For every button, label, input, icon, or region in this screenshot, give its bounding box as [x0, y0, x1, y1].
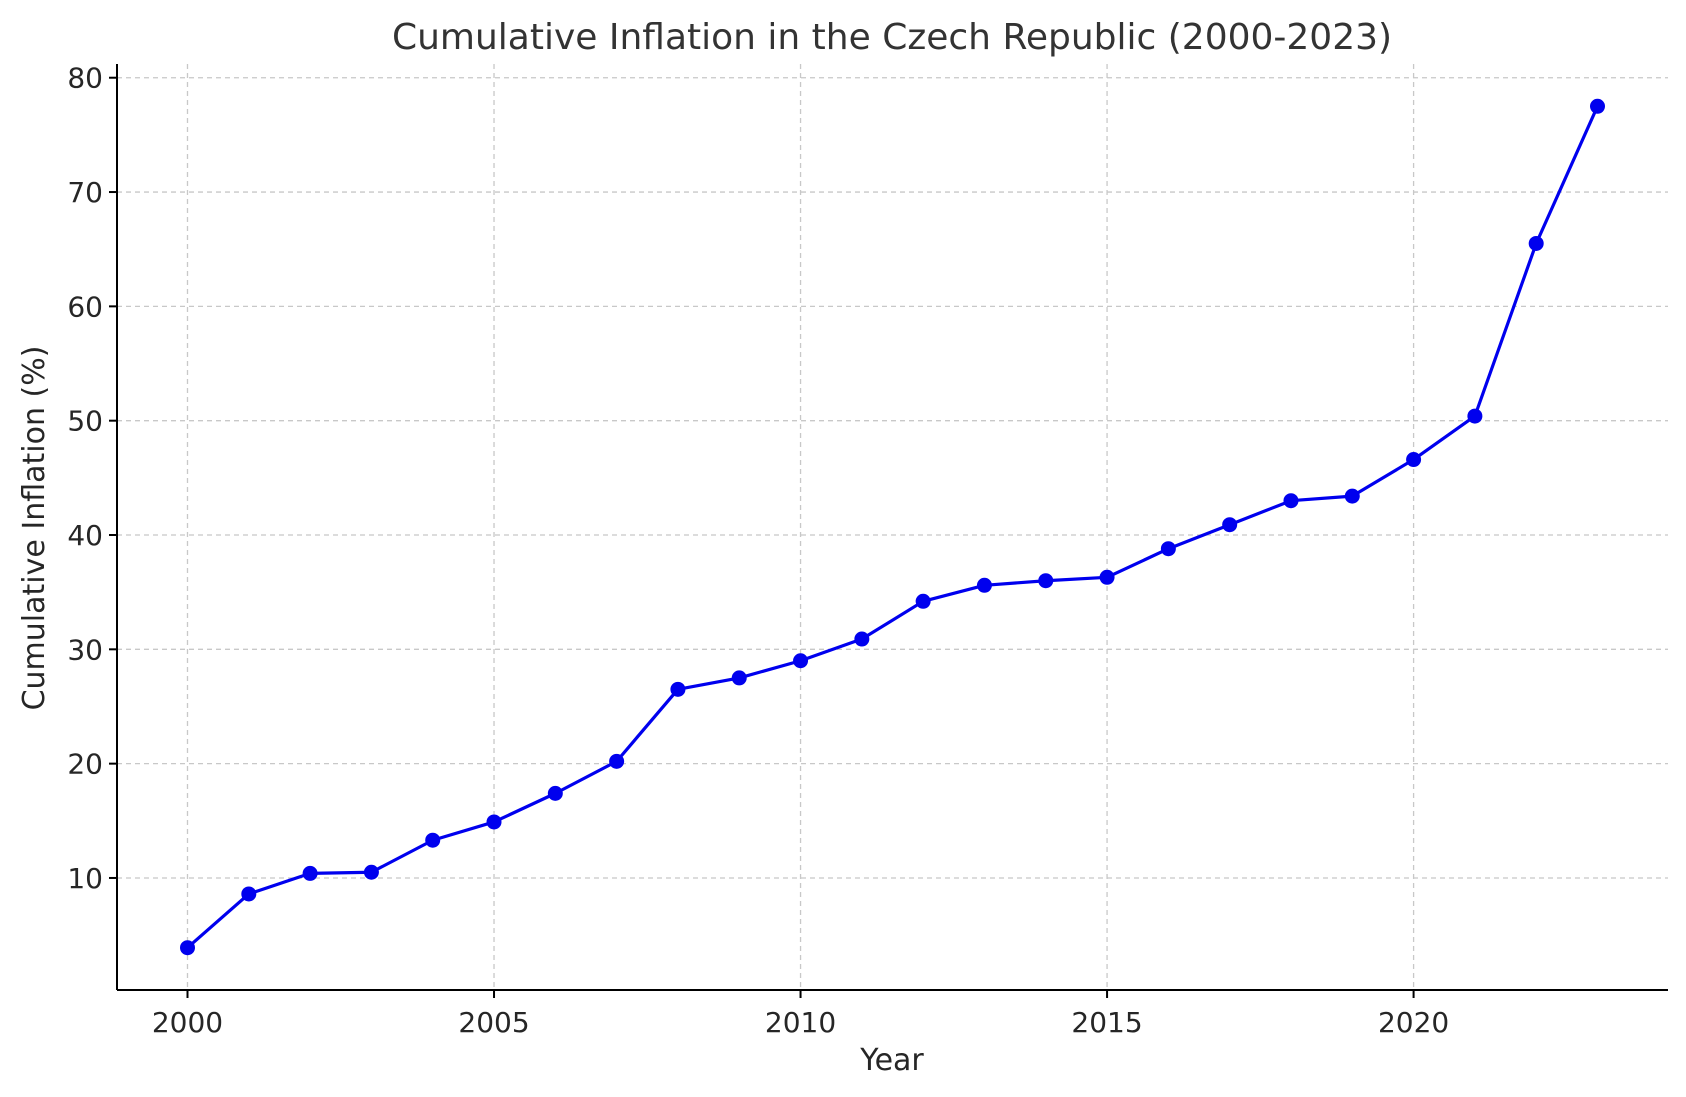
data-point: [1467, 408, 1483, 424]
data-point: [302, 865, 318, 881]
data-point: [976, 577, 992, 593]
axes: [109, 64, 1668, 998]
x-tick-label: 2020: [1378, 1006, 1449, 1039]
y-tick-label: 40: [67, 519, 103, 552]
x-tick-label: 2000: [152, 1006, 223, 1039]
series-line: [186, 105, 1599, 949]
tick-labels: 2000 2005 2010 2015 2020 10 20 30 40 50 60 70 80: [67, 62, 1449, 1039]
x-tick-label: 2015: [1071, 1006, 1142, 1039]
data-point: [1528, 235, 1544, 251]
data-point: [486, 814, 502, 830]
data-point: [731, 670, 747, 686]
data-point: [1283, 493, 1299, 509]
y-tick-label: 10: [67, 862, 103, 895]
data-point: [854, 631, 870, 647]
data-point: [241, 886, 257, 902]
x-axis-label: Year: [859, 1043, 924, 1078]
gridlines: [117, 64, 1668, 990]
y-tick-label: 50: [67, 405, 103, 438]
x-tick-label: 2005: [458, 1006, 529, 1039]
y-tick-label: 20: [67, 748, 103, 781]
data-point: [1160, 541, 1176, 557]
y-tick-label: 80: [67, 62, 103, 95]
data-point: [1406, 452, 1422, 468]
data-point: [609, 753, 625, 769]
data-point: [363, 864, 379, 880]
data-point: [1038, 573, 1054, 589]
data-point: [547, 785, 563, 801]
y-axis-label: Cumulative Inflation (%): [17, 346, 52, 711]
data-point: [915, 593, 931, 609]
data-series: [180, 98, 1605, 956]
y-tick-label: 30: [67, 633, 103, 666]
data-point: [1099, 569, 1115, 585]
chart-title: Cumulative Inflation in the Czech Republ…: [392, 17, 1392, 58]
y-tick-label: 70: [67, 176, 103, 209]
data-point: [1222, 517, 1238, 533]
data-point: [670, 681, 686, 697]
x-tick-label: 2010: [765, 1006, 836, 1039]
data-point: [1590, 98, 1605, 114]
y-tick-label: 60: [67, 290, 103, 323]
data-point: [1344, 488, 1360, 504]
data-point: [793, 653, 809, 669]
data-point: [425, 832, 441, 848]
data-point: [180, 940, 195, 956]
